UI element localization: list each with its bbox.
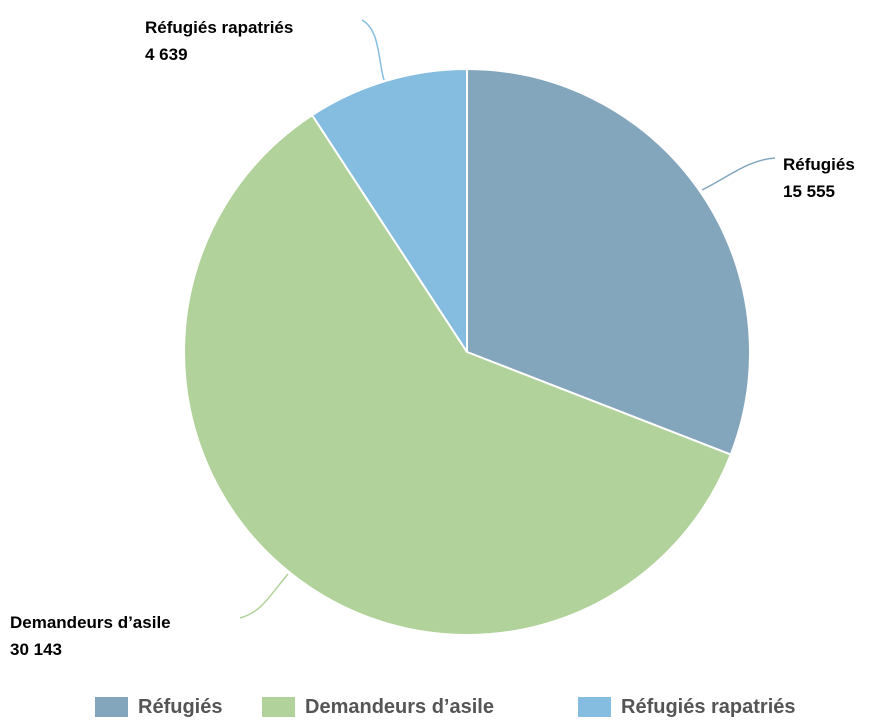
pie-slice-demandeurs-asile xyxy=(183,114,732,636)
legend-swatch-refugies-rapatries xyxy=(578,697,611,717)
pie-chart: Réfugiés 15 555 Demandeurs d’asile 30 143 Ré… xyxy=(10,18,855,659)
slice-label-refugies: Réfugiés 15 555 xyxy=(783,155,855,201)
slice-label-category-refugies-rapatries: Réfugiés rapatriés xyxy=(145,18,293,37)
slice-label-refugies-rapatries: Réfugiés rapatriés 4 639 xyxy=(145,18,293,64)
slice-label-demandeurs-asile: Demandeurs d’asile 30 143 xyxy=(10,613,171,659)
legend-item-demandeurs-asile: Demandeurs d’asile xyxy=(262,692,494,722)
slice-label-category-demandeurs-asile: Demandeurs d’asile xyxy=(10,613,171,632)
legend-label-demandeurs-asile: Demandeurs d’asile xyxy=(305,695,494,718)
legend-label-refugies-rapatries: Réfugiés rapatriés xyxy=(621,695,796,718)
legend-label-refugies: Réfugiés xyxy=(138,695,223,718)
slice-label-value-refugies: 15 555 xyxy=(783,182,835,201)
pie-slice-refugies xyxy=(466,68,751,456)
legend-swatch-demandeurs-asile xyxy=(262,697,295,717)
legend-item-refugies: Réfugiés xyxy=(95,692,222,722)
legend-swatch-refugies xyxy=(95,697,128,717)
slice-label-value-refugies-rapatries: 4 639 xyxy=(145,45,188,64)
pie-slice-refugies-rapatries xyxy=(311,68,468,353)
slice-label-value-demandeurs-asile: 30 143 xyxy=(10,640,62,659)
leader-line-refugies xyxy=(701,157,776,191)
legend-item-refugies-rapatries: Réfugiés rapatriés xyxy=(578,692,796,722)
leader-line-refugies-rapatries xyxy=(361,19,385,81)
leader-line-demandeurs-asile xyxy=(239,573,289,619)
slice-label-category-refugies: Réfugiés xyxy=(783,155,855,174)
legend: Réfugiés Demandeurs d’asile Réfugiés rap… xyxy=(0,692,878,722)
